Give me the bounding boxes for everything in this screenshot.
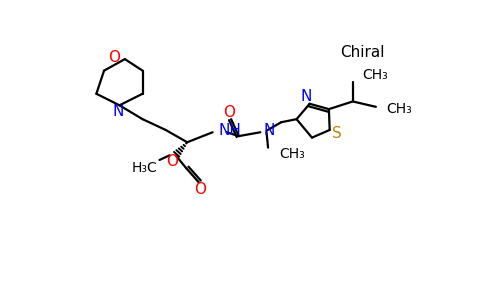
Text: Chiral: Chiral <box>340 45 384 60</box>
Text: O: O <box>108 50 121 65</box>
Text: H₃C: H₃C <box>131 161 157 175</box>
Text: N: N <box>263 123 275 138</box>
Text: N: N <box>301 89 312 104</box>
Text: NH: NH <box>219 123 242 138</box>
Text: CH₃: CH₃ <box>362 68 388 82</box>
Text: CH₃: CH₃ <box>279 147 304 161</box>
Text: O: O <box>194 182 206 197</box>
Text: O: O <box>224 105 236 120</box>
Text: S: S <box>333 125 342 140</box>
Text: O: O <box>166 154 179 169</box>
Text: CH₃: CH₃ <box>387 102 412 116</box>
Text: N: N <box>112 104 123 119</box>
